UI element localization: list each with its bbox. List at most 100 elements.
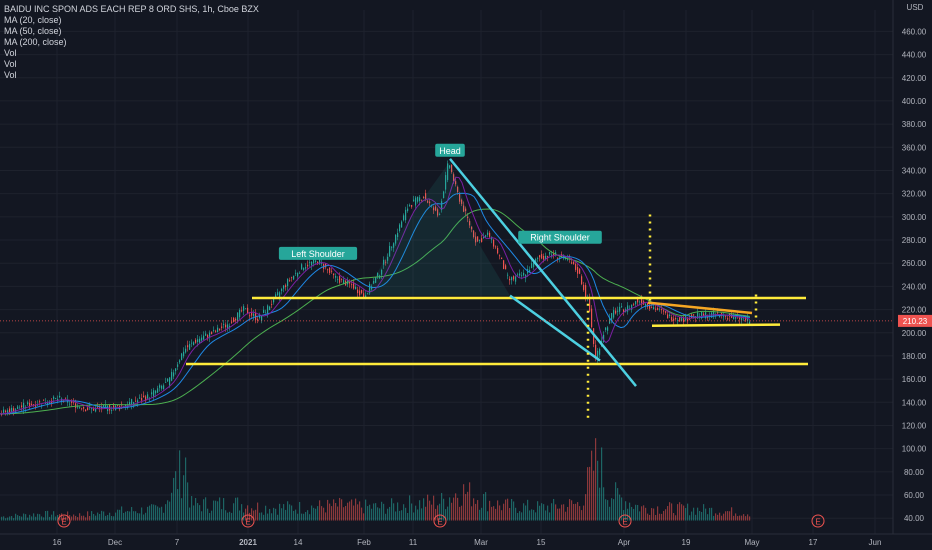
candle-body (573, 261, 575, 265)
volume-bar (347, 502, 349, 521)
candle-body (467, 216, 469, 219)
indicator-vol-3[interactable]: Vol (4, 70, 17, 80)
volume-bar (507, 498, 509, 521)
volume-bar (621, 497, 623, 521)
candle-body (371, 286, 373, 290)
candle-body (305, 267, 307, 269)
volume-bar (669, 502, 671, 521)
indicator-ma50[interactable]: MA (50, close) (4, 26, 62, 36)
candle-body (57, 398, 59, 401)
volume-bar (49, 516, 51, 521)
indicator-vol-1[interactable]: Vol (4, 48, 17, 58)
pattern-label-bg (435, 143, 465, 157)
volume-bar (149, 505, 151, 521)
volume-bar (7, 517, 9, 521)
candle-body (307, 264, 309, 267)
volume-bar (15, 513, 17, 521)
candle-body (289, 280, 291, 281)
candle-body (93, 408, 95, 411)
volume-bar (445, 509, 447, 521)
candle-body (153, 390, 155, 397)
volume-bar (439, 503, 441, 521)
volume-bar (673, 513, 675, 521)
volume-bar (671, 503, 673, 521)
volume-bar (643, 505, 645, 521)
volume-bar (525, 505, 527, 521)
volume-bar (381, 501, 383, 521)
volume-bar (11, 516, 13, 521)
indicator-ma200[interactable]: MA (200, close) (4, 37, 67, 47)
volume-bar (593, 470, 595, 521)
volume-bar (731, 507, 733, 521)
candle-body (717, 311, 719, 314)
volume-bar (175, 471, 177, 521)
volume-bar (409, 495, 411, 521)
volume-bar (281, 508, 283, 521)
volume-bar (21, 516, 23, 521)
indicator-ma20[interactable]: MA (20, close) (4, 15, 62, 25)
volume-bar (129, 511, 131, 521)
candle-body (1, 414, 3, 415)
volume-bar (613, 499, 615, 521)
volume-bar (265, 505, 267, 521)
candle-body (509, 278, 511, 281)
candle-body (195, 339, 197, 343)
volume-bar (645, 507, 647, 521)
candle-body (233, 317, 235, 322)
candle-body (209, 332, 211, 338)
indicator-vol-2[interactable]: Vol (4, 59, 17, 69)
candle-body (71, 400, 73, 403)
volume-bar (549, 512, 551, 521)
volume-bar (141, 507, 143, 521)
candle-body (713, 310, 715, 316)
volume-bar (481, 507, 483, 521)
candle-body (241, 310, 243, 312)
volume-bar (519, 511, 521, 521)
volume-bar (327, 499, 329, 521)
volume-bar (9, 516, 11, 521)
candle-body (501, 257, 503, 259)
candle-body (205, 333, 207, 336)
ma20-line (0, 176, 751, 415)
volume-bar (517, 513, 519, 521)
volume-bar (77, 517, 79, 521)
candle-body (677, 319, 679, 321)
candle-body (523, 272, 525, 276)
candle-body (567, 259, 569, 260)
volume-bar (231, 512, 233, 521)
volume-bar (699, 510, 701, 521)
candle-body (425, 193, 427, 200)
candle-body (623, 309, 625, 313)
y-tick-label: 140.00 (902, 398, 927, 407)
volume-bar (489, 500, 491, 521)
candle-body (689, 318, 691, 320)
volume-bar (291, 505, 293, 521)
volume-bar (387, 508, 389, 521)
candle-body (275, 294, 277, 298)
volume-bar (495, 508, 497, 521)
volume-bar (367, 506, 369, 521)
candle-body (511, 277, 513, 281)
candle-body (5, 410, 7, 412)
volume-bar (647, 513, 649, 521)
candle-body (721, 313, 723, 316)
candle-body (707, 317, 709, 319)
volume-bar (727, 511, 729, 521)
volume-bar (447, 506, 449, 521)
candle-body (667, 314, 669, 319)
candle-body (3, 409, 5, 413)
x-tick-label: May (744, 538, 759, 547)
volume-bar (131, 507, 133, 521)
candle-body (361, 290, 363, 294)
volume-bar (1, 516, 3, 521)
candle-body (95, 407, 97, 412)
candle-body (47, 402, 49, 405)
volume-bar (715, 513, 717, 521)
volume-bar (183, 475, 185, 521)
volume-bar (345, 505, 347, 521)
candle-body (339, 276, 341, 283)
volume-bar (649, 514, 651, 521)
volume-bar (275, 508, 277, 521)
